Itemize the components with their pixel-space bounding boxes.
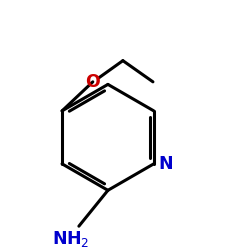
Text: O: O: [86, 73, 100, 91]
Text: N: N: [158, 155, 172, 173]
Text: NH$_2$: NH$_2$: [52, 229, 89, 249]
